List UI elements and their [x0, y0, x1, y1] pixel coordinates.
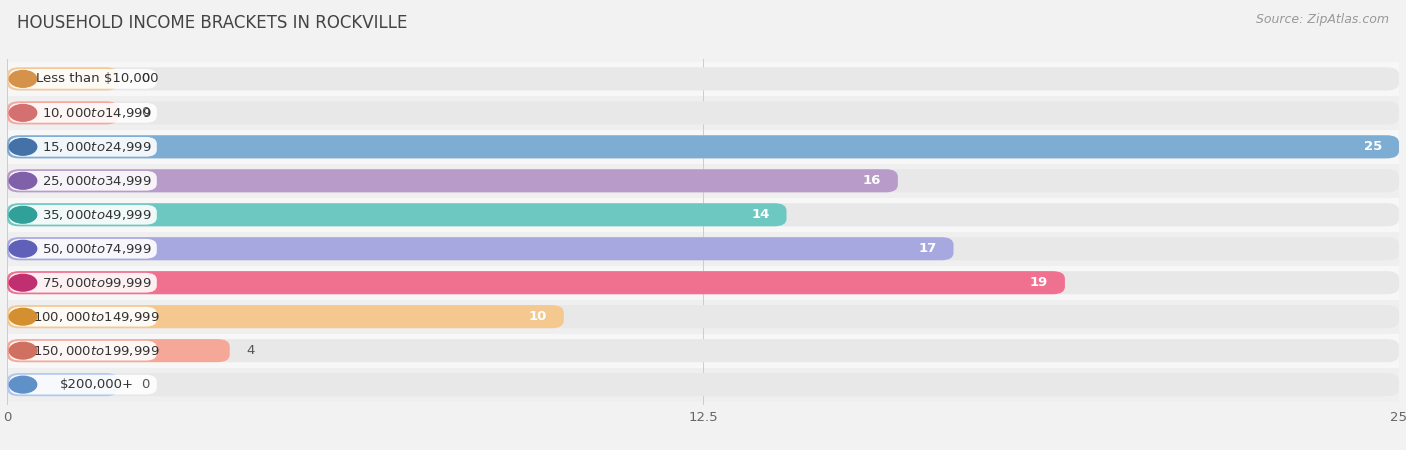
- Bar: [7, 96, 1399, 130]
- FancyBboxPatch shape: [7, 169, 898, 192]
- Text: HOUSEHOLD INCOME BRACKETS IN ROCKVILLE: HOUSEHOLD INCOME BRACKETS IN ROCKVILLE: [17, 14, 408, 32]
- Text: 0: 0: [141, 106, 149, 119]
- Text: 0: 0: [141, 378, 149, 391]
- Bar: [7, 164, 1399, 198]
- Bar: [7, 232, 1399, 266]
- FancyBboxPatch shape: [7, 271, 1064, 294]
- FancyBboxPatch shape: [7, 237, 953, 260]
- FancyBboxPatch shape: [10, 103, 157, 123]
- FancyBboxPatch shape: [7, 271, 1399, 294]
- Text: Less than $10,000: Less than $10,000: [35, 72, 157, 86]
- FancyBboxPatch shape: [7, 68, 1399, 90]
- Text: $150,000 to $199,999: $150,000 to $199,999: [34, 344, 160, 358]
- Text: $15,000 to $24,999: $15,000 to $24,999: [42, 140, 152, 154]
- Text: 0: 0: [141, 72, 149, 86]
- FancyBboxPatch shape: [10, 205, 157, 225]
- FancyBboxPatch shape: [7, 169, 1399, 192]
- FancyBboxPatch shape: [10, 307, 157, 327]
- FancyBboxPatch shape: [7, 373, 1399, 396]
- Text: $100,000 to $149,999: $100,000 to $149,999: [34, 310, 160, 324]
- Text: $10,000 to $14,999: $10,000 to $14,999: [42, 106, 152, 120]
- FancyBboxPatch shape: [7, 203, 786, 226]
- FancyBboxPatch shape: [7, 135, 1399, 158]
- FancyBboxPatch shape: [10, 69, 157, 89]
- FancyBboxPatch shape: [7, 237, 1399, 260]
- Bar: [7, 266, 1399, 300]
- FancyBboxPatch shape: [10, 137, 157, 157]
- FancyBboxPatch shape: [7, 68, 118, 90]
- Text: Source: ZipAtlas.com: Source: ZipAtlas.com: [1256, 14, 1389, 27]
- FancyBboxPatch shape: [7, 101, 118, 124]
- Circle shape: [10, 207, 37, 223]
- FancyBboxPatch shape: [7, 339, 1399, 362]
- Text: 25: 25: [1364, 140, 1382, 153]
- FancyBboxPatch shape: [10, 171, 157, 191]
- FancyBboxPatch shape: [7, 305, 1399, 328]
- Bar: [7, 130, 1399, 164]
- Text: 16: 16: [863, 174, 882, 187]
- Text: 19: 19: [1031, 276, 1049, 289]
- Bar: [7, 198, 1399, 232]
- Circle shape: [10, 71, 37, 87]
- Text: 4: 4: [246, 344, 254, 357]
- Circle shape: [10, 308, 37, 325]
- Circle shape: [10, 342, 37, 359]
- FancyBboxPatch shape: [10, 273, 157, 292]
- Bar: [7, 300, 1399, 333]
- Circle shape: [10, 240, 37, 257]
- Bar: [7, 333, 1399, 368]
- Circle shape: [10, 139, 37, 155]
- FancyBboxPatch shape: [7, 305, 564, 328]
- Circle shape: [10, 104, 37, 121]
- Circle shape: [10, 376, 37, 393]
- Text: $35,000 to $49,999: $35,000 to $49,999: [42, 208, 152, 222]
- FancyBboxPatch shape: [7, 339, 229, 362]
- Text: $25,000 to $34,999: $25,000 to $34,999: [42, 174, 152, 188]
- Text: $50,000 to $74,999: $50,000 to $74,999: [42, 242, 152, 256]
- FancyBboxPatch shape: [10, 341, 157, 360]
- Circle shape: [10, 274, 37, 291]
- Text: $75,000 to $99,999: $75,000 to $99,999: [42, 276, 152, 290]
- Bar: [7, 368, 1399, 401]
- FancyBboxPatch shape: [10, 239, 157, 259]
- FancyBboxPatch shape: [7, 203, 1399, 226]
- Text: 14: 14: [751, 208, 770, 221]
- Circle shape: [10, 172, 37, 189]
- Text: 17: 17: [918, 242, 936, 255]
- FancyBboxPatch shape: [7, 135, 1399, 158]
- FancyBboxPatch shape: [10, 375, 157, 395]
- FancyBboxPatch shape: [7, 373, 118, 396]
- Bar: [7, 62, 1399, 96]
- Text: 10: 10: [529, 310, 547, 323]
- Text: $200,000+: $200,000+: [59, 378, 134, 391]
- FancyBboxPatch shape: [7, 101, 1399, 124]
